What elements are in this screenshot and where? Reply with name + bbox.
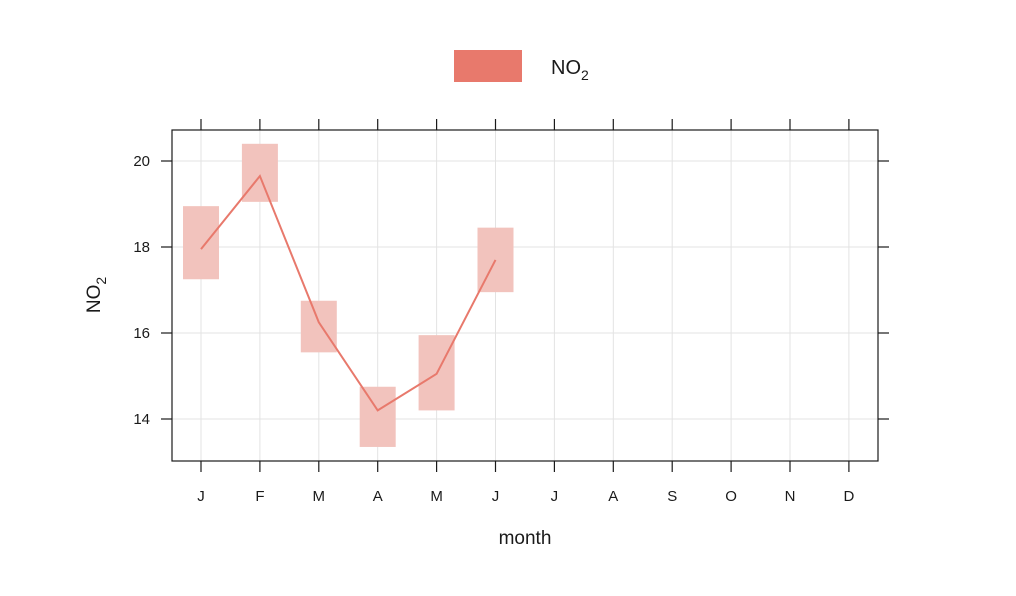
axis-ticks	[161, 119, 889, 472]
x-tick-label: S	[667, 488, 677, 505]
x-tick-label: D	[843, 488, 854, 505]
y-tick-label: 16	[133, 325, 150, 342]
x-axis-title: month	[499, 528, 552, 549]
x-tick-label: A	[608, 488, 618, 505]
legend: NO2	[454, 50, 589, 83]
legend-swatch	[454, 50, 522, 82]
y-tick-label: 20	[133, 153, 150, 170]
x-tick-label: M	[430, 488, 443, 505]
y-tick-label: 14	[133, 411, 150, 428]
x-tick-label: N	[785, 488, 796, 505]
x-tick-label: J	[492, 488, 500, 505]
x-tick-label: F	[255, 488, 264, 505]
error-band	[359, 386, 396, 447]
series-lines	[200, 174, 497, 412]
error-bands	[183, 143, 514, 447]
plot-frame	[171, 129, 879, 462]
error-band	[300, 300, 337, 353]
y-tick-label: 18	[133, 239, 150, 256]
y-tick-labels: 14 16 18 20	[133, 153, 150, 428]
legend-label: NO2	[551, 57, 589, 83]
x-tick-label: O	[725, 488, 737, 505]
x-tick-label: A	[373, 488, 383, 505]
error-band	[183, 206, 219, 280]
gridlines	[172, 130, 878, 461]
y-axis-title: NO2	[84, 277, 109, 314]
x-tick-label: J	[197, 488, 205, 505]
series-line	[200, 174, 497, 412]
x-tick-label: J	[551, 488, 559, 505]
x-tick-label: M	[313, 488, 326, 505]
